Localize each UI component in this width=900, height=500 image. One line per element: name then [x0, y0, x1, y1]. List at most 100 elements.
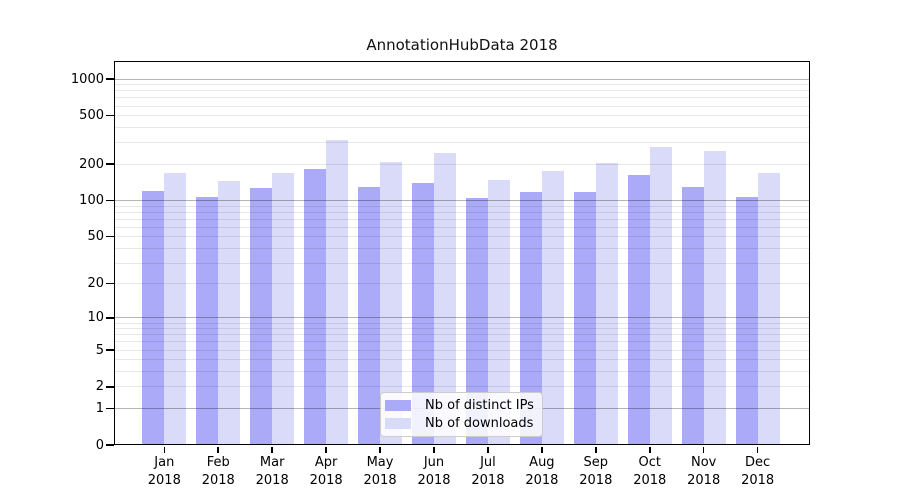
gridline-minor — [114, 226, 810, 228]
x-tick-month: Sep — [583, 455, 609, 470]
y-tick-label: 1 — [95, 400, 104, 416]
y-tick — [106, 78, 114, 80]
x-tick — [649, 446, 651, 453]
x-tick-label: Jul 2018 — [458, 454, 518, 490]
x-tick-label: Dec 2018 — [728, 454, 788, 490]
x-tick-label: Nov 2018 — [674, 454, 734, 490]
x-tick-year: 2018 — [579, 473, 613, 488]
bar-jun-ips — [412, 182, 434, 445]
x-tick-month: Dec — [745, 455, 771, 470]
gridline-minor — [114, 236, 810, 238]
y-tick — [106, 349, 114, 351]
x-tick — [541, 446, 543, 453]
gridline-minor — [114, 328, 810, 330]
gridline-minor — [114, 163, 810, 165]
x-tick-label: May 2018 — [350, 454, 410, 490]
legend-label: Nb of downloads — [425, 416, 534, 431]
x-tick — [595, 446, 597, 453]
gridline-minor — [114, 218, 810, 220]
gridline-minor — [114, 283, 810, 285]
bar-may-downloads — [380, 161, 403, 445]
gridline-minor — [114, 247, 810, 249]
y-tick-label: 100 — [79, 193, 104, 209]
bar-may-ips — [358, 187, 381, 445]
x-tick-label: Oct 2018 — [620, 454, 680, 490]
x-tick-label: Feb 2018 — [188, 454, 248, 490]
x-tick — [702, 446, 705, 453]
x-tick-month: Jul — [480, 455, 496, 470]
bar-dec-downloads — [757, 173, 780, 445]
x-tick-year: 2018 — [255, 473, 289, 488]
y-tick-label: 1000 — [70, 71, 104, 87]
bar-nov-downloads — [703, 150, 726, 445]
gridline-minor — [114, 115, 810, 117]
x-tick-month: Oct — [638, 455, 661, 470]
x-tick-year: 2018 — [741, 473, 775, 488]
x-tick-month: Jun — [423, 455, 445, 470]
gridline-minor — [114, 262, 810, 264]
bar-jan-downloads — [164, 172, 187, 445]
y-tick — [106, 282, 114, 285]
bar-apr-downloads — [326, 140, 349, 445]
y-tick — [106, 444, 114, 446]
x-tick — [433, 446, 435, 453]
plot-area — [114, 61, 810, 445]
x-tick-year: 2018 — [201, 473, 235, 488]
y-tick — [106, 163, 114, 165]
y-tick — [106, 114, 114, 117]
legend-swatch — [385, 400, 411, 411]
bar-feb-ips — [196, 196, 219, 445]
bar-feb-downloads — [218, 180, 241, 445]
y-tick — [106, 407, 114, 410]
x-tick-label: Jan 2018 — [134, 454, 194, 490]
gridline-minor — [114, 334, 810, 336]
bar-oct-downloads — [649, 146, 672, 445]
y-tick — [106, 235, 114, 238]
x-tick-year: 2018 — [417, 473, 451, 488]
x-tick — [756, 446, 759, 453]
x-tick-label: Apr 2018 — [296, 454, 356, 490]
legend-label: Nb of distinct IPs — [425, 398, 534, 413]
x-tick-month: May — [366, 455, 394, 470]
gridline-minor — [114, 371, 810, 373]
x-tick-year: 2018 — [147, 473, 181, 488]
bar-sep-downloads — [595, 162, 618, 445]
bar-nov-ips — [681, 186, 704, 445]
x-tick — [217, 446, 219, 453]
x-tick — [379, 446, 381, 453]
legend: Nb of distinct IPs Nb of downloads — [380, 392, 543, 437]
x-tick-year: 2018 — [471, 473, 505, 488]
x-tick — [163, 446, 166, 453]
bar-mar-downloads — [272, 172, 295, 445]
bar-dec-ips — [735, 196, 758, 445]
bar-apr-ips — [304, 169, 327, 445]
gridline-minor — [114, 142, 810, 144]
bar-jul-ips — [465, 198, 488, 445]
bar-jul-downloads — [487, 179, 510, 445]
gridline-minor — [114, 349, 810, 351]
bar-oct-ips — [627, 175, 650, 445]
bar-aug-downloads — [541, 170, 564, 445]
x-tick-year: 2018 — [363, 473, 397, 488]
legend-row: Nb of distinct IPs — [385, 398, 534, 413]
x-tick — [271, 446, 273, 453]
y-tick-label: 2 — [95, 379, 104, 395]
x-tick-year: 2018 — [687, 473, 721, 488]
x-tick-label: Aug 2018 — [512, 454, 572, 490]
y-tick-label: 20 — [87, 276, 104, 292]
x-tick-month: Aug — [529, 455, 555, 470]
x-tick — [325, 446, 327, 453]
gridline-minor — [114, 126, 810, 128]
x-tick — [487, 446, 489, 453]
gridline-minor — [114, 97, 810, 99]
x-tick-month: Apr — [314, 455, 338, 470]
bar-sep-ips — [573, 191, 596, 445]
y-tick — [106, 386, 114, 388]
x-tick-label: Sep 2018 — [566, 454, 626, 490]
y-tick — [106, 317, 114, 319]
y-tick-label: 200 — [79, 156, 104, 172]
x-tick-month: Mar — [259, 455, 285, 470]
gridline-major — [114, 78, 810, 80]
gridline-major — [114, 200, 810, 202]
gridline-minor — [114, 359, 810, 361]
